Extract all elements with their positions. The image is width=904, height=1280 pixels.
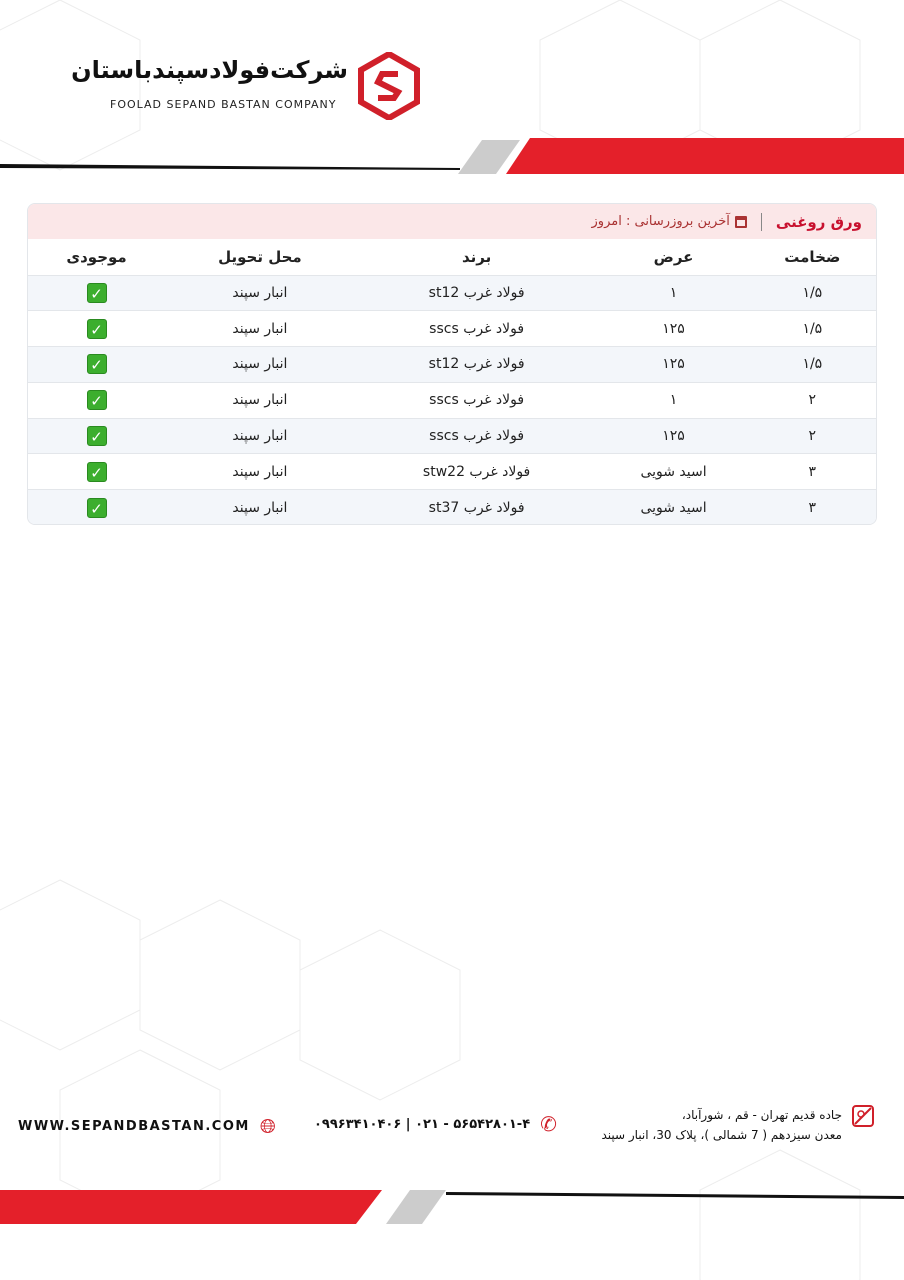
cell-thickness: ۳ xyxy=(748,453,876,491)
cell-width: ۱۲۵ xyxy=(598,418,749,455)
cell-location: انبار سپند xyxy=(165,489,355,524)
check-icon: ✓ xyxy=(86,390,107,411)
cell-in-stock: ✓ xyxy=(28,453,166,491)
cell-in-stock: ✓ xyxy=(28,489,166,524)
cell-location: انبار سپند xyxy=(165,418,355,455)
card-header: ورق روغنی آخرین بروزرسانی : امروز xyxy=(28,204,876,239)
footer-stripe xyxy=(0,1190,904,1224)
table-header-row: ضخامت عرض برند محل تحویل موجودی xyxy=(28,239,876,276)
cell-brand: فولاد غرب sscs xyxy=(354,310,599,348)
column-header: محل تحویل xyxy=(165,239,355,276)
logo-s-icon xyxy=(358,52,420,120)
cell-brand: فولاد غرب sscs xyxy=(354,418,599,455)
footer-website: WWW.SEPANDBASTAN.COM 🌐︎ xyxy=(18,1114,276,1138)
cell-brand: فولاد غرب st37 xyxy=(354,489,599,524)
last-update: آخرین بروزرسانی : امروز xyxy=(592,214,747,229)
phone-icon: ✆ xyxy=(540,1112,557,1136)
map-icon xyxy=(852,1105,874,1127)
table-row: ۱/۵ ۱۲۵ فولاد غرب sscs انبار سپند ✓ xyxy=(28,310,876,348)
cell-width: ۱ xyxy=(598,275,749,312)
cell-width: ۱ xyxy=(598,382,749,419)
column-header: موجودی xyxy=(28,239,166,276)
company-logo: شرکت‌فولادسپندباستان FOOLAD SEPAND BASTA… xyxy=(71,52,428,122)
cell-location: انبار سپند xyxy=(165,275,355,312)
check-icon: ✓ xyxy=(86,282,107,303)
cell-thickness: ۲ xyxy=(748,382,876,419)
calendar-icon xyxy=(734,215,747,228)
cell-thickness: ۳ xyxy=(748,489,876,524)
table-row: ۱/۵ ۱۲۵ فولاد غرب st12 انبار سپند ✓ xyxy=(28,346,876,383)
last-update-text: آخرین بروزرسانی : امروز xyxy=(591,214,730,229)
website-link[interactable]: WWW.SEPANDBASTAN.COM xyxy=(18,1118,250,1134)
cell-location: انبار سپند xyxy=(165,382,355,419)
product-table-card: ورق روغنی آخرین بروزرسانی : امروز ضخامت … xyxy=(27,203,877,525)
header-stripe xyxy=(0,138,904,174)
cell-thickness: ۱/۵ xyxy=(748,310,876,348)
check-icon: ✓ xyxy=(86,426,107,447)
column-header: برند xyxy=(354,239,599,276)
product-table: ضخامت عرض برند محل تحویل موجودی ۱/۵ ۱ فولا… xyxy=(28,239,876,524)
table-row: ۱/۵ ۱ فولاد غرب st12 انبار سپند ✓ xyxy=(28,275,876,312)
cell-location: انبار سپند xyxy=(165,453,355,491)
cell-in-stock: ✓ xyxy=(28,418,166,455)
card-title: ورق روغنی xyxy=(775,212,862,231)
address-line-2: معدن سیزدهم ( 7 شمالی )، پلاک 30، انبار … xyxy=(601,1128,842,1142)
cell-thickness: ۲ xyxy=(748,418,876,455)
footer-address: جاده قدیم تهران - قم ، شورآباد، معدن سیز… xyxy=(601,1105,874,1145)
cell-location: انبار سپند xyxy=(165,310,355,348)
cell-in-stock: ✓ xyxy=(28,382,166,419)
company-name-en: FOOLAD SEPAND BASTAN COMPANY xyxy=(110,98,337,111)
globe-icon: 🌐︎ xyxy=(259,1114,276,1138)
cell-in-stock: ✓ xyxy=(28,275,166,312)
check-icon: ✓ xyxy=(86,461,107,482)
table-row: ۲ ۱ فولاد غرب sscs انبار سپند ✓ xyxy=(28,382,876,419)
table-row: ۳ اسید شویی فولاد غرب st37 انبار سپند ✓ xyxy=(28,489,876,524)
cell-thickness: ۱/۵ xyxy=(748,275,876,312)
cell-width: اسید شویی xyxy=(598,489,749,524)
footer-phones: ۰۹۹۶۳۴۱۰۴۰۶ | ۰۲۱ - ۵۶۵۴۲۸۰۱-۴ ✆ xyxy=(314,1112,557,1136)
cell-brand: فولاد غرب stw22 xyxy=(354,453,599,491)
cell-brand: فولاد غرب sscs xyxy=(354,382,599,419)
table-row: ۳ اسید شویی فولاد غرب stw22 انبار سپند ✓ xyxy=(28,453,876,491)
column-header: عرض xyxy=(598,239,749,276)
cell-brand: فولاد غرب st12 xyxy=(354,275,599,312)
cell-brand: فولاد غرب st12 xyxy=(354,346,599,383)
cell-thickness: ۱/۵ xyxy=(748,346,876,383)
address-line-1: جاده قدیم تهران - قم ، شورآباد، xyxy=(681,1108,842,1122)
cell-width: ۱۲۵ xyxy=(598,346,749,383)
cell-in-stock: ✓ xyxy=(28,310,166,348)
phones-text[interactable]: ۰۹۹۶۳۴۱۰۴۰۶ | ۰۲۱ - ۵۶۵۴۲۸۰۱-۴ xyxy=(314,1116,531,1132)
cell-location: انبار سپند xyxy=(165,346,355,383)
cell-width: اسید شویی xyxy=(598,453,749,491)
column-header: ضخامت xyxy=(748,239,876,276)
check-icon: ✓ xyxy=(86,497,107,518)
check-icon: ✓ xyxy=(86,354,107,375)
cell-in-stock: ✓ xyxy=(28,346,166,383)
check-icon: ✓ xyxy=(86,318,107,339)
table-row: ۲ ۱۲۵ فولاد غرب sscs انبار سپند ✓ xyxy=(28,418,876,455)
divider xyxy=(760,212,762,231)
company-name-fa: شرکت‌فولادسپندباستان xyxy=(71,56,348,84)
cell-width: ۱۲۵ xyxy=(598,310,749,348)
